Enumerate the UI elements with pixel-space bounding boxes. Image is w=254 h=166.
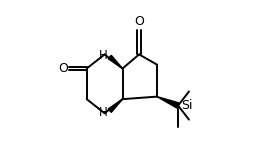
Polygon shape bbox=[108, 55, 122, 69]
Polygon shape bbox=[108, 99, 122, 112]
Text: O: O bbox=[58, 62, 68, 75]
Polygon shape bbox=[157, 97, 179, 108]
Text: H: H bbox=[99, 106, 108, 119]
Text: O: O bbox=[134, 15, 144, 28]
Text: Si: Si bbox=[181, 99, 192, 112]
Text: H: H bbox=[99, 49, 108, 62]
